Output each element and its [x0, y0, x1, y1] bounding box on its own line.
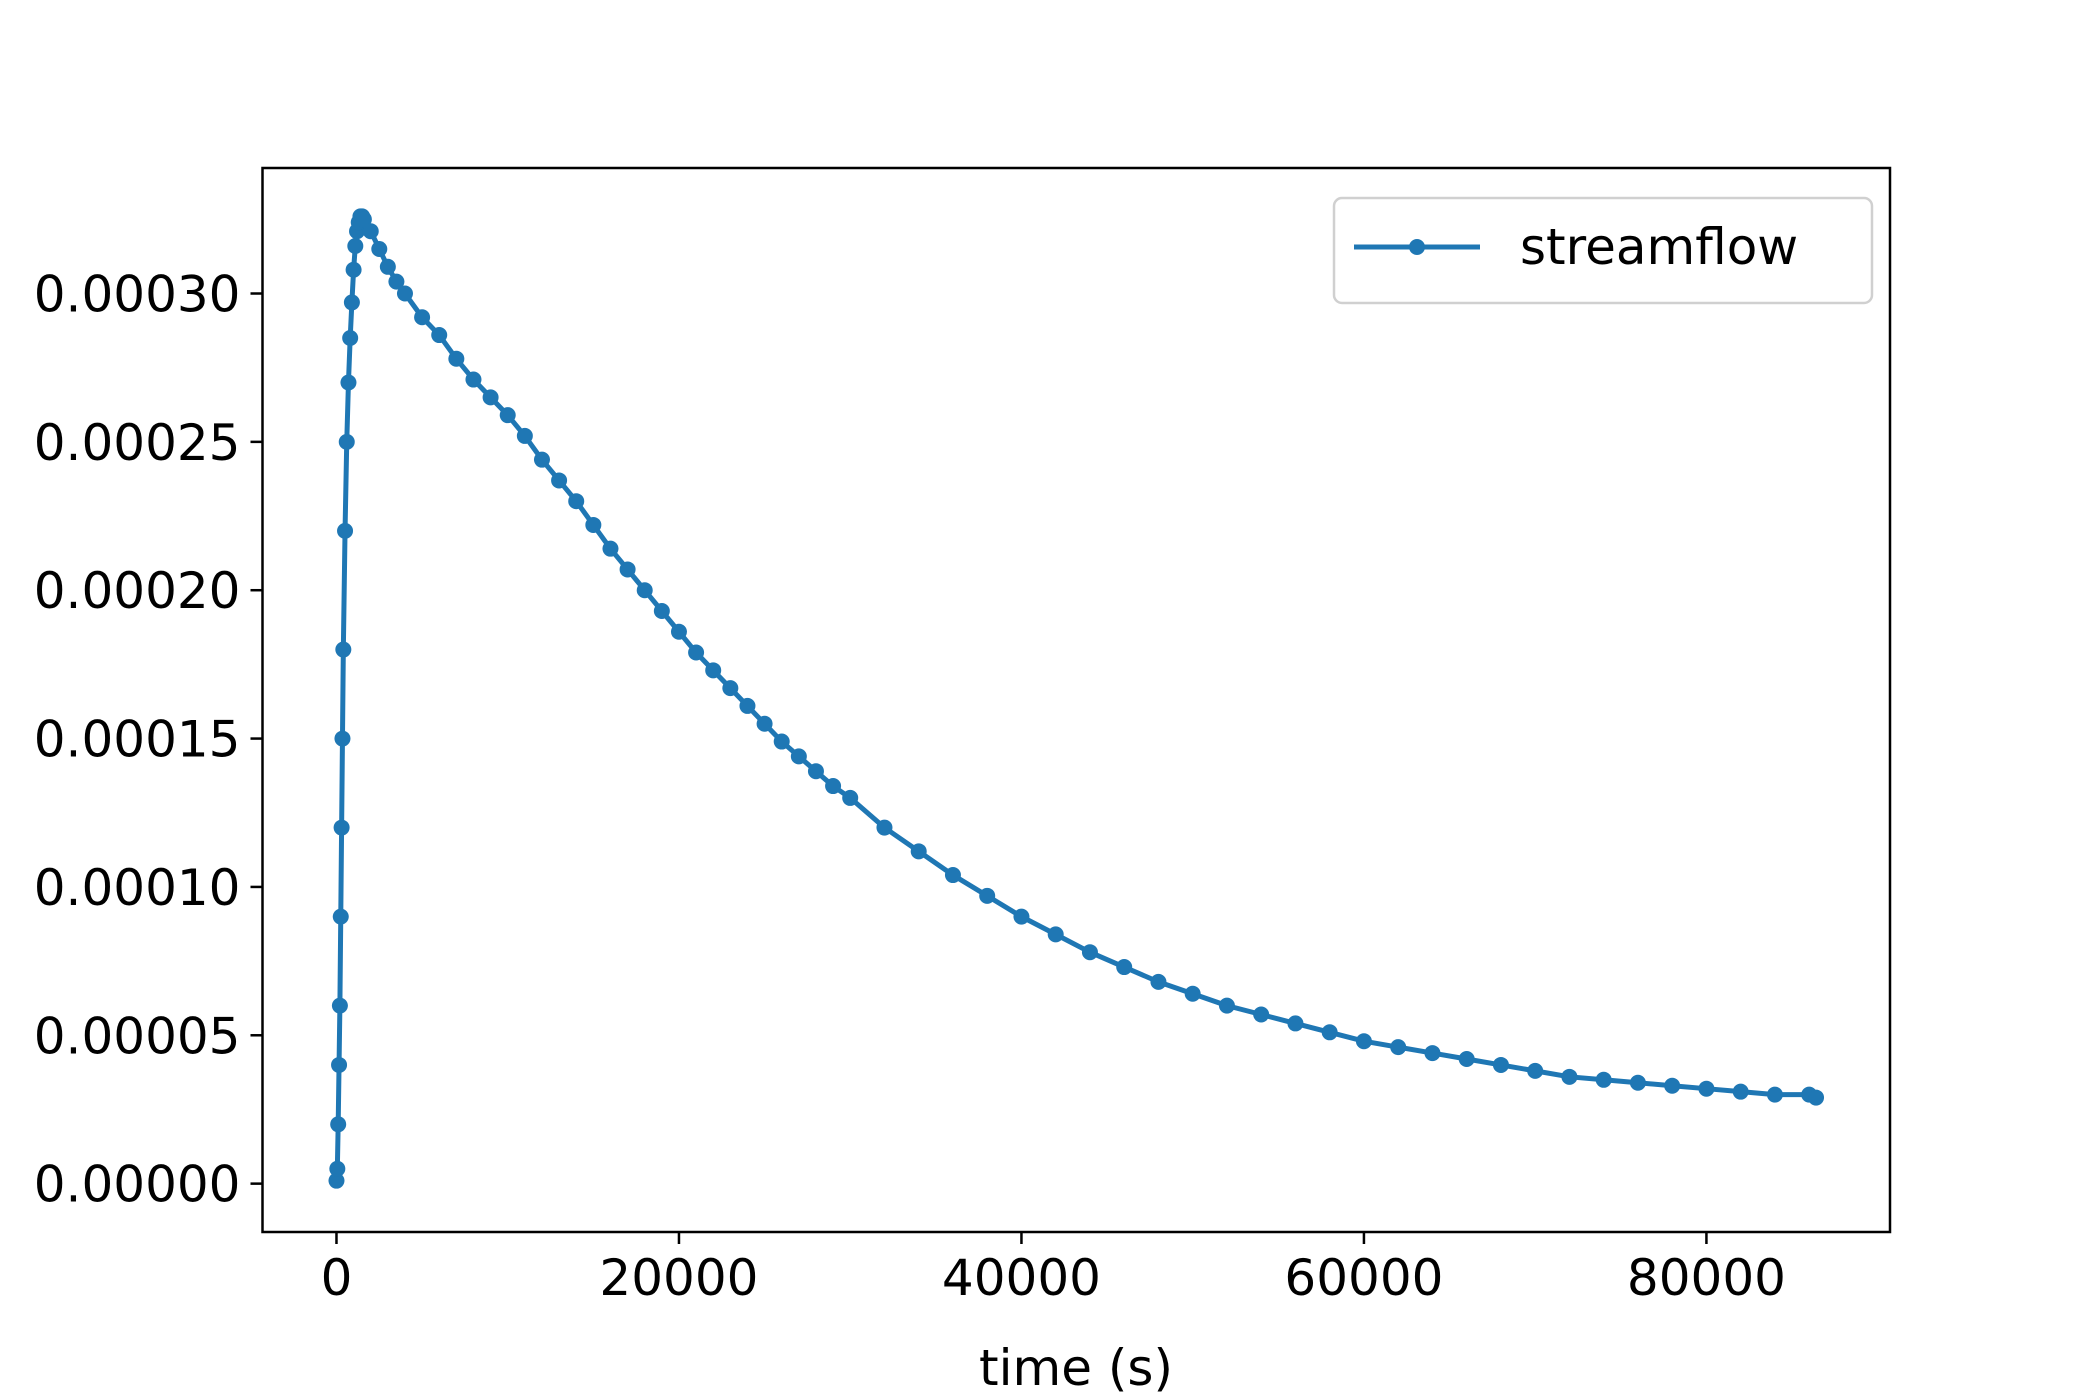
- data-point: [414, 309, 431, 326]
- data-point: [448, 350, 465, 367]
- data-point: [1424, 1045, 1441, 1062]
- data-point: [379, 258, 396, 275]
- data-point: [1664, 1077, 1681, 1094]
- data-point: [585, 516, 602, 533]
- y-tick-label: 0.00025: [34, 414, 241, 472]
- x-tick-label: 60000: [1284, 1249, 1443, 1307]
- data-point: [329, 1160, 346, 1177]
- data-point: [516, 427, 533, 444]
- legend-label: streamflow: [1520, 218, 1798, 276]
- data-point: [1698, 1080, 1715, 1097]
- data-point: [756, 715, 773, 732]
- y-tick-label: 0.00020: [34, 562, 241, 620]
- y-axis-ticks: 0.00000 0.00005 0.00010 0.00015 0.00020 0.000…: [34, 266, 263, 1214]
- data-point: [345, 261, 362, 278]
- series-layer: [328, 208, 1825, 1189]
- data-point: [330, 1116, 347, 1133]
- data-point: [328, 1172, 345, 1189]
- data-point: [335, 641, 352, 658]
- data-point: [396, 285, 413, 302]
- data-point: [790, 748, 807, 765]
- x-tick-label: 20000: [599, 1249, 758, 1307]
- data-point: [1218, 997, 1235, 1014]
- data-point: [568, 493, 585, 510]
- data-point: [1013, 908, 1030, 925]
- y-tick-label: 0.00010: [34, 859, 241, 917]
- data-point: [1150, 973, 1167, 990]
- data-point: [337, 522, 354, 539]
- data-point: [619, 561, 636, 578]
- data-point: [825, 778, 842, 795]
- data-point: [739, 697, 756, 714]
- plot-area: [262, 168, 1890, 1232]
- legend: streamflow: [1332, 196, 1874, 305]
- data-point: [602, 540, 619, 557]
- data-point: [1321, 1024, 1338, 1041]
- x-axis-label: time (s): [979, 1339, 1173, 1397]
- data-point: [773, 733, 790, 750]
- data-point: [1355, 1033, 1372, 1050]
- legend-marker-sample: [1409, 239, 1425, 255]
- data-point: [1253, 1006, 1270, 1023]
- data-point: [1527, 1062, 1544, 1079]
- data-point: [347, 238, 364, 255]
- axes-frame: [261, 166, 1892, 1234]
- data-point: [482, 389, 499, 406]
- data-point: [688, 644, 705, 661]
- x-axis-ticks: 0 20000 40000 60000 80000: [321, 1232, 1786, 1307]
- data-point: [979, 887, 996, 904]
- data-point: [670, 623, 687, 640]
- data-point: [1766, 1086, 1783, 1103]
- data-point: [876, 819, 893, 836]
- data-point: [342, 330, 359, 347]
- data-point: [343, 294, 360, 311]
- data-point: [371, 241, 388, 257]
- data-point: [807, 763, 824, 780]
- data-point: [334, 730, 351, 747]
- data-point: [331, 997, 348, 1014]
- data-point: [338, 433, 355, 450]
- data-point: [636, 582, 653, 599]
- data-point: [355, 211, 372, 228]
- data-point: [1081, 944, 1098, 961]
- data-point: [388, 273, 405, 290]
- data-point: [1458, 1051, 1475, 1068]
- data-point: [722, 680, 739, 697]
- data-point: [331, 1056, 348, 1073]
- data-point: [1184, 985, 1201, 1002]
- data-point: [551, 472, 568, 489]
- data-point: [332, 908, 349, 925]
- data-point: [333, 819, 350, 836]
- data-point: [1390, 1039, 1407, 1056]
- data-point: [533, 451, 550, 468]
- data-point: [705, 662, 722, 679]
- y-tick-label: 0.00000: [34, 1156, 241, 1214]
- data-point: [362, 223, 379, 240]
- data-point: [1629, 1074, 1646, 1091]
- legend-frame: [1332, 196, 1874, 305]
- data-point: [1732, 1083, 1749, 1100]
- y-tick-label: 0.00005: [34, 1007, 241, 1065]
- data-point: [1287, 1015, 1304, 1032]
- y-tick-label: 0.00030: [34, 266, 241, 324]
- x-tick-label: 40000: [942, 1249, 1101, 1307]
- data-point: [944, 867, 961, 884]
- data-point: [431, 327, 448, 344]
- data-point: [1808, 1089, 1825, 1106]
- data-point: [465, 371, 482, 388]
- data-point: [340, 374, 357, 391]
- data-point: [842, 789, 859, 806]
- data-point: [1116, 959, 1133, 976]
- data-point: [910, 843, 927, 860]
- y-tick-label: 0.00015: [34, 711, 241, 769]
- data-point: [1492, 1056, 1509, 1073]
- x-tick-label: 0: [321, 1249, 353, 1307]
- x-tick-label: 80000: [1627, 1249, 1786, 1307]
- data-point: [499, 407, 516, 424]
- data-point: [1561, 1068, 1578, 1085]
- data-point: [653, 602, 670, 619]
- data-point: [1595, 1071, 1612, 1088]
- data-point: [1047, 926, 1064, 943]
